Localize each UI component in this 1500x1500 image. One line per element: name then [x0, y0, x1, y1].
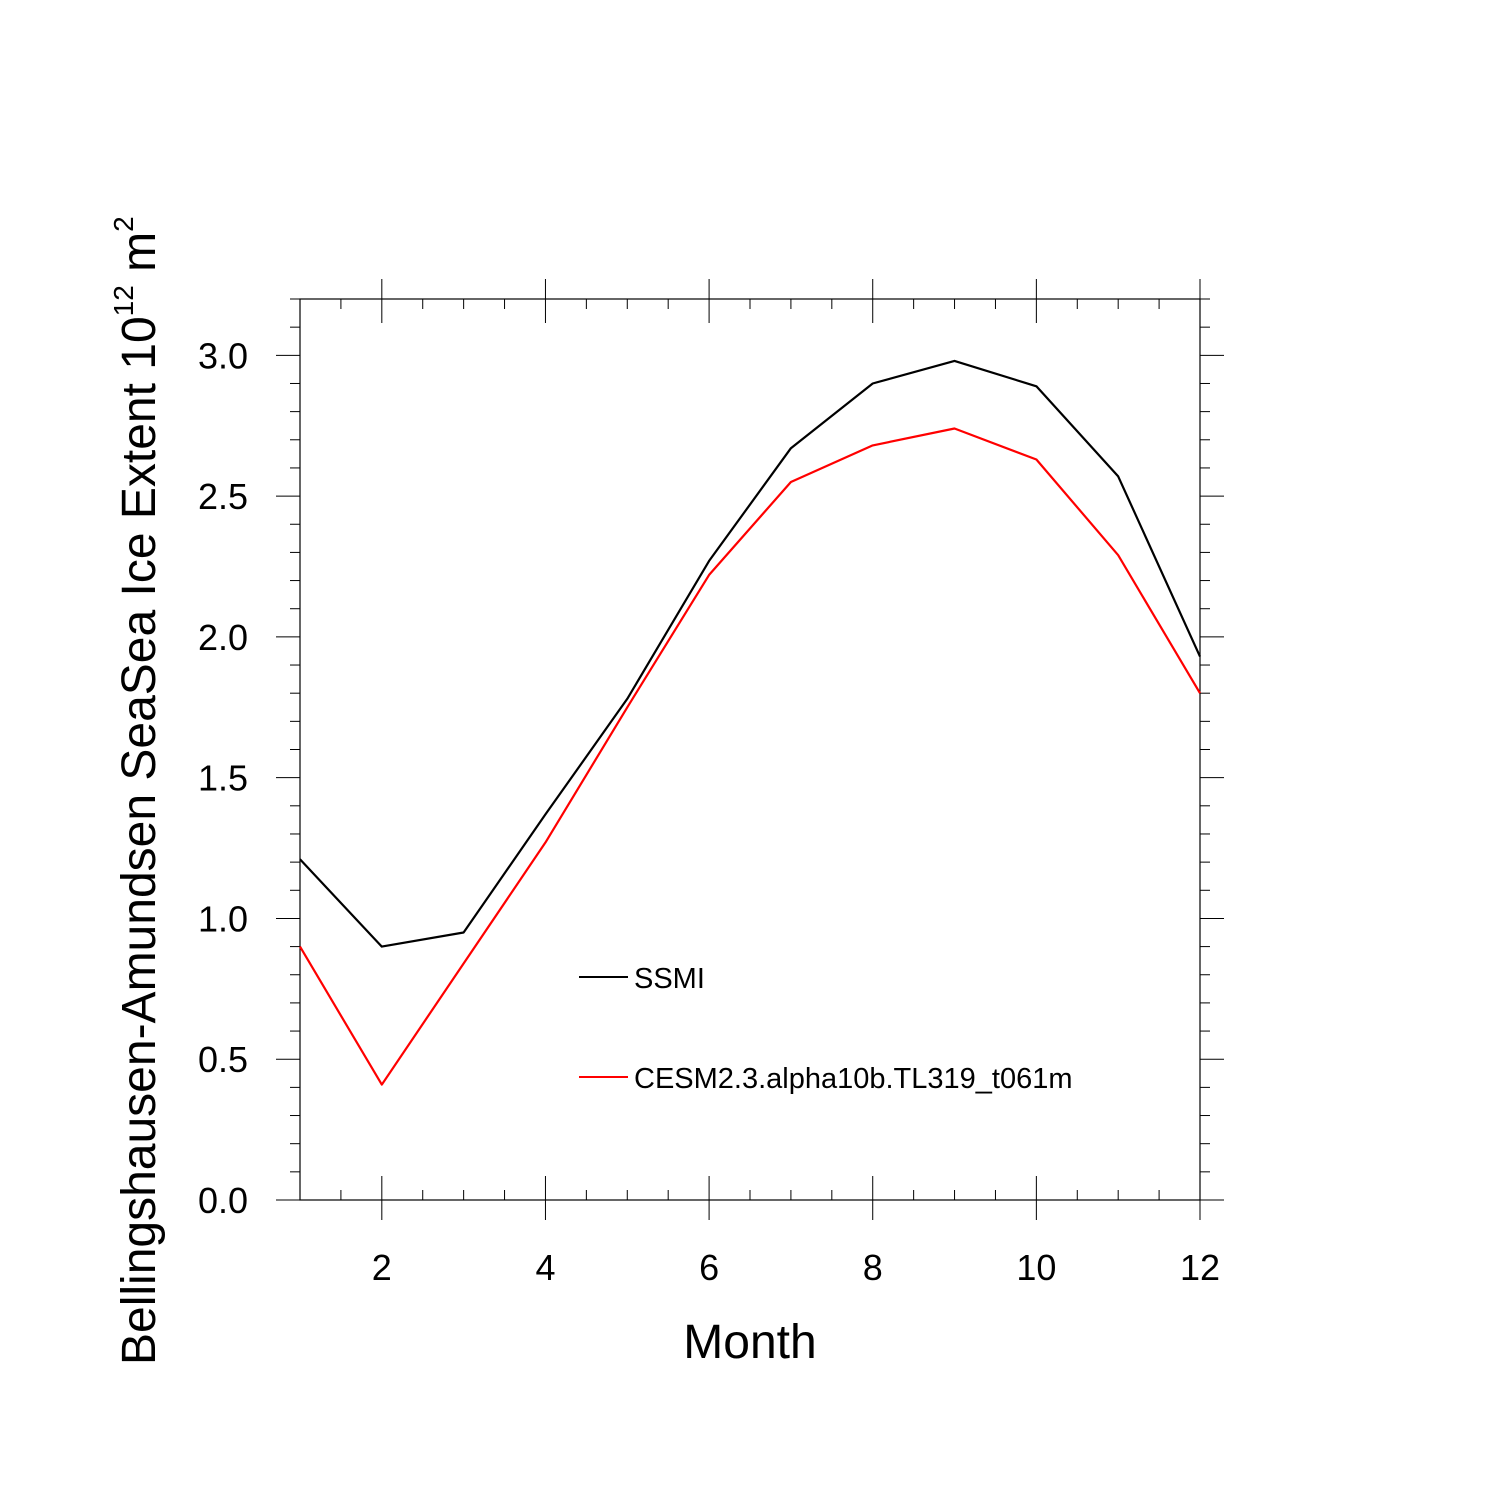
svg-text:Bellingshausen-Amundsen SeaSea: Bellingshausen-Amundsen SeaSea Ice Exten… [108, 216, 166, 1365]
y-tick-label: 3.0 [198, 335, 248, 376]
x-tick-label: 2 [372, 1247, 392, 1288]
y-axis-title-exponent: 12 [108, 285, 139, 316]
y-tick-label: 1.0 [198, 898, 248, 939]
x-tick-label: 10 [1016, 1247, 1056, 1288]
y-tick-label: 2.5 [198, 476, 248, 517]
x-tick-label: 12 [1180, 1247, 1220, 1288]
y-tick-labels: 0.0 0.5 1.0 1.5 2.0 2.5 3.0 [198, 335, 248, 1221]
series-line-cesm [299, 427, 1201, 1086]
y-tick-label: 0.0 [198, 1180, 248, 1221]
legend-cesm-label: CESM2.3.alpha10b.TL319_t061m [634, 1063, 1073, 1095]
x-tick-labels: 2 4 6 8 10 12 [372, 1247, 1220, 1288]
x-tick-label: 8 [863, 1247, 883, 1288]
x-tick-label: 6 [699, 1247, 719, 1288]
y-tick-label: 2.0 [198, 617, 248, 658]
plot-frame [299, 298, 1201, 1201]
x-tick-label: 4 [535, 1247, 555, 1288]
legend-ssmi-label: SSMI [634, 963, 705, 995]
y-axis-title-unit-exponent: 2 [108, 216, 139, 232]
series-line-ssmi [299, 359, 1202, 948]
y-tick-label: 1.5 [198, 758, 248, 799]
y-axis-title-unit: m [113, 232, 166, 285]
x-axis-title: Month [683, 1316, 816, 1369]
y-axis-title: Bellingshausen-Amundsen SeaSea Ice Exten… [108, 216, 166, 1365]
series-layer [299, 359, 1202, 1086]
y-axis-title-main: Bellingshausen-Amundsen SeaSea Ice Exten… [113, 316, 166, 1365]
legend: SSMI CESM2.3.alpha10b.TL319_t061m [579, 963, 1073, 1095]
tick-marks [276, 279, 1224, 1220]
y-tick-label: 0.5 [198, 1039, 248, 1080]
